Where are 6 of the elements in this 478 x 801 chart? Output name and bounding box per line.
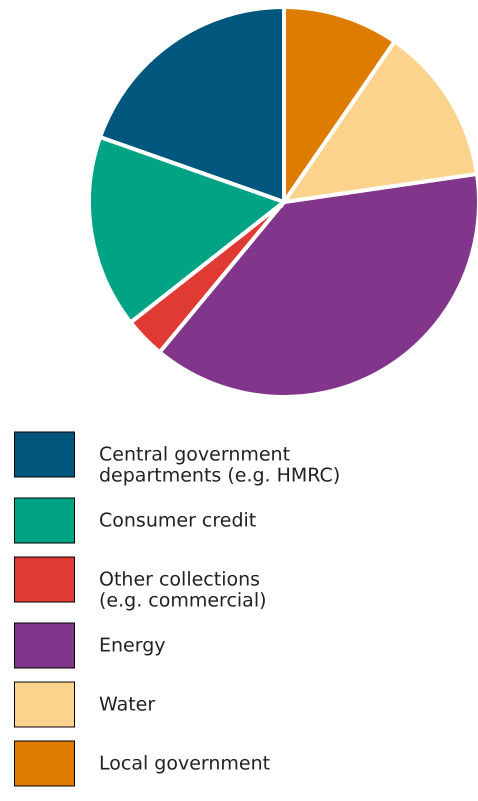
- legend-label: Water: [99, 694, 156, 716]
- legend-label: Energy: [99, 634, 166, 656]
- legend-label: Local government: [99, 752, 270, 774]
- legend-label: Central government departments (e.g. HMRC): [99, 444, 340, 486]
- legend-label: Other collections (e.g. commercial): [99, 568, 267, 612]
- legend-label: Consumer credit: [99, 510, 256, 532]
